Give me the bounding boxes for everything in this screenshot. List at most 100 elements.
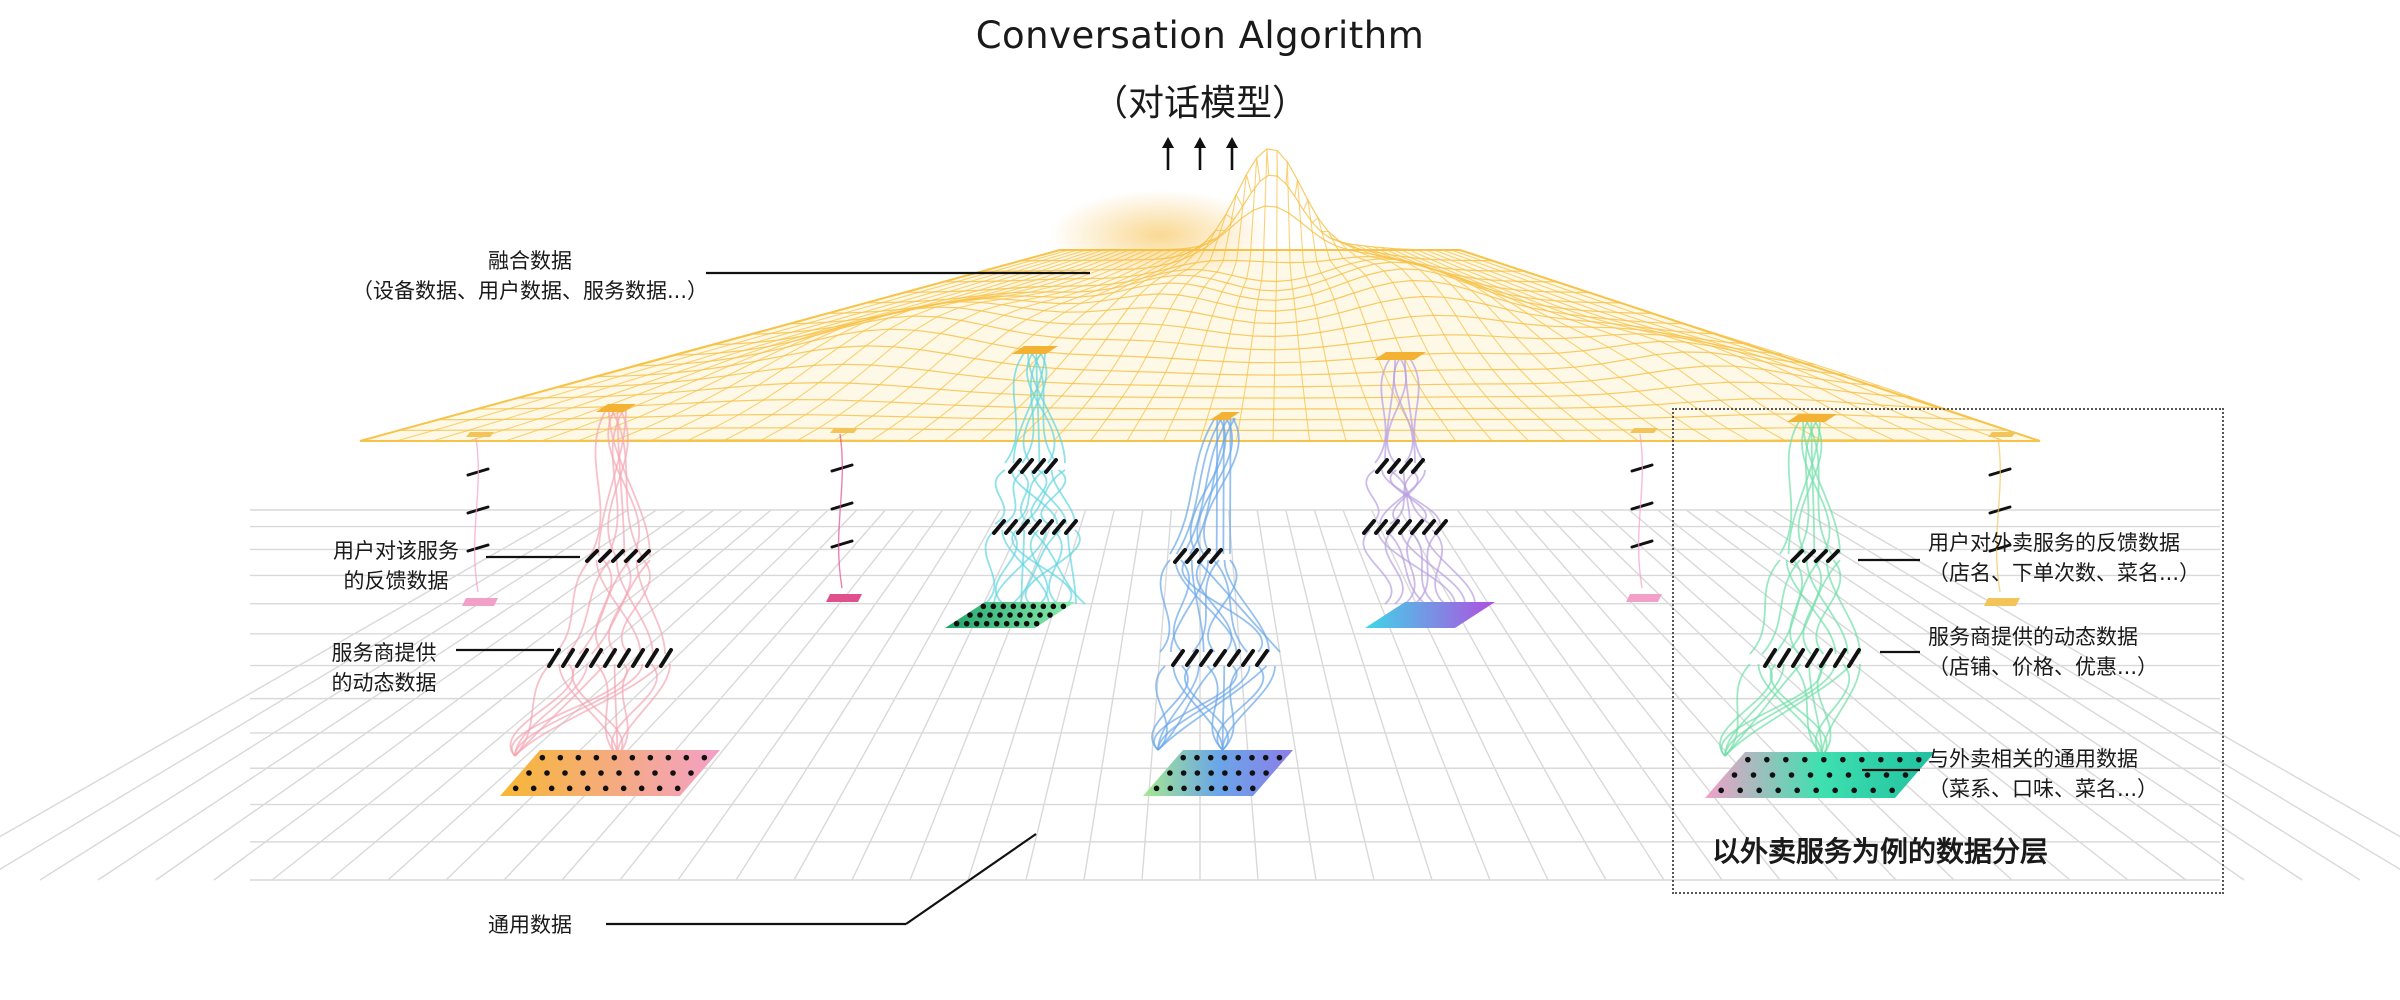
data-connections [1362,529,1476,605]
title-chinese: （对话模型） [1091,83,1308,124]
grid-line [97,509,657,881]
fused-data-mesh [359,148,2041,442]
connection-wire [1215,417,1219,555]
mini-cap [1988,432,2016,437]
connection-wire [1720,663,1822,757]
connection-wire [1012,351,1046,464]
mesh-line [1451,249,2004,442]
mesh-line [1320,231,1457,442]
stack-cyan [945,346,1086,628]
data-node [1411,458,1425,474]
data-node [526,770,532,776]
grid-line [561,509,886,881]
data-node [1790,549,1804,563]
connection-wire [1384,529,1426,605]
case-dynamic-line2: （店铺、价格、优惠...） [1928,655,2159,679]
data-node [539,754,546,761]
connection-wire [1175,417,1223,555]
grid-line [1743,509,2303,881]
data-node [1050,603,1057,610]
data-node [652,770,658,776]
data-node [987,612,993,618]
connection-wire [1785,559,1841,655]
connection-wire [1389,469,1427,525]
data-connections [1159,559,1281,653]
data-node [1262,754,1269,761]
data-node [1040,519,1054,535]
connection-wire [1757,663,1823,757]
connection-wire [1190,559,1205,653]
mesh-line [724,249,1148,441]
data-node-row [1173,548,1223,564]
connection-wire [1017,469,1032,525]
data-node [1171,649,1185,667]
connection-wire [1749,559,1781,655]
mesh-line [1235,148,1270,442]
connection-wire [1030,529,1049,605]
case-study-box [1672,408,2224,894]
stack-pink [500,404,720,796]
data-node [1181,785,1187,792]
connection-wire [1761,559,1801,655]
data-node [1883,772,1890,778]
data-node [1889,787,1895,794]
data-node-row [1362,519,1448,535]
data-node [1832,787,1838,794]
connection-wire [1825,559,1861,655]
data-node [1777,648,1791,668]
connection-wire [1407,355,1426,464]
grid-line [1485,509,1781,881]
connection-wire [1010,469,1059,525]
data-node [1199,649,1213,667]
data-node [1044,458,1058,474]
connection-wire [1203,417,1240,555]
data-node [656,785,663,792]
data-node [598,770,604,776]
data-node [611,549,625,563]
data-node [603,648,617,668]
grid-line [1342,509,1491,881]
connection-wire [610,663,658,757]
grid-line [1256,509,1317,881]
data-node [993,620,1000,627]
connection-wire [1791,663,1823,757]
data-node [629,754,636,761]
arrow-up-icon [1194,137,1206,170]
data-node [1897,756,1903,763]
mesh-line [396,249,1069,442]
grid-line [1657,509,2129,881]
mesh-line [1294,180,1347,442]
data-connections [1374,355,1426,464]
grid-line [1313,509,1433,881]
connection-wire [1221,665,1276,751]
connection-wire [514,663,607,757]
data-node [983,620,990,627]
connection-wire [1216,665,1265,751]
data-connections [1749,559,1861,655]
mesh-line [1442,249,1968,442]
connection-wire [1773,559,1821,655]
connection-wire [1066,529,1077,605]
mesh-line [359,249,1061,442]
connection-wire [994,469,1006,525]
base-plane [1365,602,1495,628]
data-node [1028,519,1042,535]
mesh-line [1424,249,1895,441]
connection-wire [514,663,551,757]
connection-wire [1821,663,1861,757]
connection-wire [607,409,629,557]
data-node-row [1790,549,1840,563]
data-node [659,648,673,668]
data-node [1374,519,1388,535]
fused-entry-cap [1210,412,1240,420]
data-node [1386,519,1400,535]
data-node [1197,548,1211,564]
connection-wire [1169,417,1216,555]
connection-wire [1724,663,1751,757]
data-node [1756,787,1762,794]
mini-base [826,594,862,602]
data-node [1235,770,1242,776]
mini-cap [830,428,858,433]
data-connections [994,469,1076,525]
data-node [1173,548,1187,564]
